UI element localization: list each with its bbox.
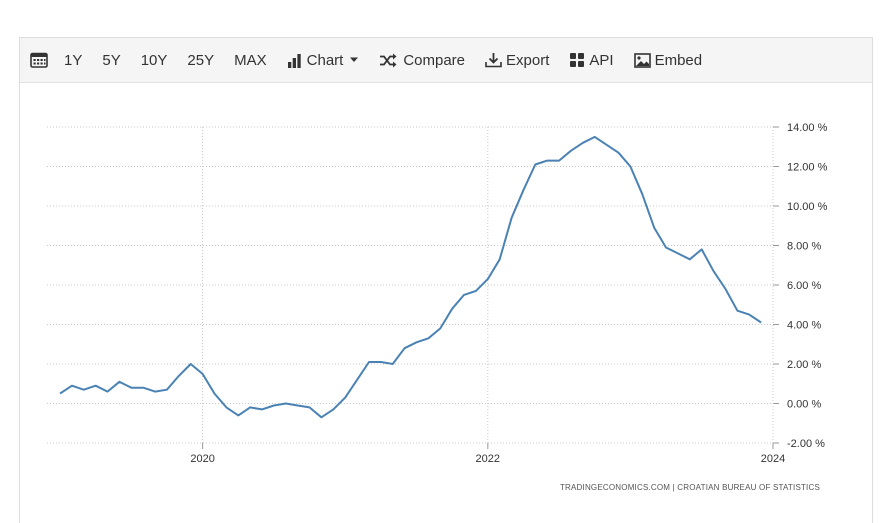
bar-chart-icon bbox=[287, 53, 301, 68]
range-max-button[interactable]: MAX bbox=[234, 51, 267, 69]
range-10y-button[interactable]: 10Y bbox=[140, 51, 168, 69]
calendar-icon[interactable] bbox=[30, 38, 48, 82]
range-25y-button[interactable]: 25Y bbox=[187, 51, 215, 69]
y-tick-label: 0.00 % bbox=[787, 399, 821, 411]
compare-button[interactable]: Compare bbox=[379, 38, 465, 82]
chart-type-dropdown[interactable]: Chart bbox=[287, 38, 360, 82]
range-1y-button[interactable]: 1Y bbox=[64, 51, 83, 69]
image-icon bbox=[633, 52, 651, 68]
api-button[interactable]: API bbox=[569, 38, 614, 82]
download-icon bbox=[485, 53, 502, 68]
export-label: Export bbox=[506, 51, 550, 69]
x-axis-labels: 2020 2022 2024 bbox=[190, 453, 785, 465]
x-tick-label: 2024 bbox=[761, 453, 785, 465]
embed-button[interactable]: Embed bbox=[633, 38, 703, 82]
caret-down-icon bbox=[350, 57, 359, 62]
toolbar: 1Y 5Y 10Y 25Y MAX Chart Compare bbox=[20, 38, 872, 83]
y-tick-label: 10.00 % bbox=[787, 201, 828, 213]
embed-label: Embed bbox=[654, 51, 703, 69]
y-tick-label: 12.00 % bbox=[787, 162, 828, 174]
y-tick-label: -2.00 % bbox=[787, 438, 825, 450]
range-5y-button[interactable]: 5Y bbox=[102, 51, 121, 69]
api-label: API bbox=[589, 51, 614, 69]
y-tick-label: 2.00 % bbox=[787, 359, 821, 371]
y-tick-label: 4.00 % bbox=[787, 320, 821, 332]
y-tick-label: 8.00 % bbox=[787, 241, 821, 253]
y-tick-label: 6.00 % bbox=[787, 280, 821, 292]
chart-panel: 1Y 5Y 10Y 25Y MAX Chart Compare bbox=[19, 37, 873, 523]
x-tick-label: 2020 bbox=[190, 453, 214, 465]
compare-label: Compare bbox=[403, 51, 466, 69]
y-axis-labels: 14.00 % 12.00 % 10.00 % 8.00 % 6.00 % 4.00 % 2… bbox=[787, 122, 828, 450]
y-tick-label: 14.00 % bbox=[787, 122, 828, 134]
chart-type-label: Chart bbox=[306, 51, 344, 69]
shuffle-icon bbox=[380, 53, 397, 67]
grid-icon bbox=[570, 53, 585, 67]
source-attribution: TRADINGECONOMICS.COM | CROATIAN BUREAU O… bbox=[559, 483, 820, 492]
series-line bbox=[59, 135, 762, 419]
grid bbox=[47, 126, 779, 449]
export-button[interactable]: Export bbox=[485, 38, 549, 82]
line-chart: 14.00 % 12.00 % 10.00 % 8.00 % 6.00 % 4.00 % 2… bbox=[47, 122, 828, 465]
x-tick-label: 2022 bbox=[476, 453, 500, 465]
